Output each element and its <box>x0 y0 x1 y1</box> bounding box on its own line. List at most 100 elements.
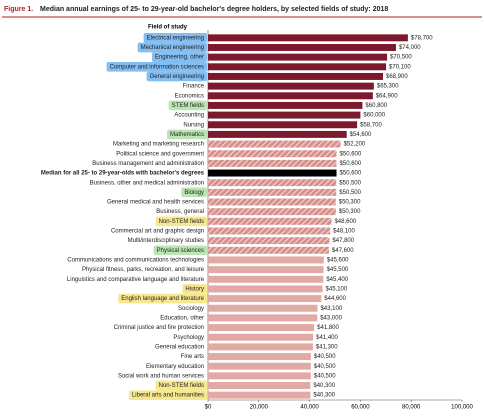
value-label: $47,800 <box>332 238 354 244</box>
label-highlight <box>106 61 207 72</box>
value-label: $50,300 <box>339 200 361 206</box>
bar <box>208 150 337 158</box>
category-label: Criminal justice and fire protection <box>114 325 204 331</box>
value-label: $40,300 <box>313 383 335 389</box>
x-tick-label: 60,000 <box>351 405 370 411</box>
label-highlight <box>118 293 208 304</box>
value-label: $45,400 <box>326 277 348 283</box>
category-label: Fine arts <box>181 354 204 360</box>
category-label: Liberal arts and humanities <box>132 393 204 399</box>
value-label: $44,600 <box>324 296 346 302</box>
category-label: Mechanical engineering <box>141 45 204 51</box>
bar <box>208 256 324 264</box>
category-label: Biology <box>184 190 204 196</box>
category-label: Median for all 25- to 29-year-olds with … <box>41 171 205 177</box>
x-tick-label: 40,000 <box>300 405 319 411</box>
category-label: Marketing and marketing research <box>113 142 204 148</box>
bar <box>208 324 315 332</box>
value-label: $47,600 <box>332 248 354 254</box>
category-label: Nursing <box>183 122 204 128</box>
category-label: Economics <box>175 93 204 99</box>
category-label: Accounting <box>174 113 204 119</box>
bar <box>208 227 331 235</box>
value-label: $45,600 <box>327 258 349 264</box>
value-label: $78,700 <box>411 35 433 41</box>
label-highlight <box>168 100 207 111</box>
category-label: Computer and information sciences <box>110 64 204 70</box>
value-label: $60,800 <box>365 103 387 109</box>
value-label: $74,000 <box>399 45 421 51</box>
value-label: $48,100 <box>333 229 355 235</box>
bar <box>208 266 324 274</box>
category-label: Business management and administration <box>92 161 204 167</box>
bar <box>208 333 314 341</box>
value-label: $58,700 <box>360 122 382 128</box>
value-label: $50,500 <box>339 190 361 196</box>
category-label: Finance <box>183 84 205 90</box>
bar <box>208 92 373 100</box>
bar <box>208 391 311 399</box>
value-label: $50,300 <box>339 209 361 215</box>
bar <box>208 130 347 138</box>
category-label: Physical fitness, parks, recreation, and… <box>82 267 205 273</box>
bar <box>208 140 341 148</box>
bar <box>208 237 330 245</box>
category-label: Business, general <box>156 209 204 215</box>
value-label: $52,200 <box>344 142 366 148</box>
value-label: $70,100 <box>389 64 411 70</box>
value-label: $50,600 <box>340 151 362 157</box>
value-label: $41,800 <box>317 325 339 331</box>
bar <box>208 101 363 109</box>
bar <box>208 343 313 351</box>
label-highlight <box>181 187 207 198</box>
bar <box>208 304 318 312</box>
label-highlight <box>155 216 207 227</box>
category-label: Education, other <box>160 315 204 321</box>
value-label: $60,000 <box>363 113 385 119</box>
category-label: Mathematics <box>170 132 204 138</box>
category-label: General engineering <box>150 74 204 80</box>
bar <box>208 314 318 322</box>
category-label: Electrical engineering <box>147 35 204 41</box>
bar <box>208 72 384 80</box>
value-label: $41,300 <box>316 344 338 350</box>
category-label: Commercial art and graphic design <box>111 229 204 235</box>
category-label: History <box>185 287 204 293</box>
chart-title: Median annual earnings of 25- to 29-year… <box>40 6 388 13</box>
bar <box>208 82 374 90</box>
bar <box>208 121 358 129</box>
value-label: $68,900 <box>386 74 408 80</box>
category-label: Linguistics and comparative language and… <box>67 277 205 283</box>
bar <box>208 159 337 167</box>
x-tick-label: $0 <box>205 405 212 411</box>
value-label: $70,500 <box>390 55 412 61</box>
label-highlight <box>166 129 207 140</box>
value-label: $45,100 <box>326 287 348 293</box>
category-label: Elementary education <box>146 364 204 370</box>
category-label: Multi/interdisciplinary studies <box>128 238 204 244</box>
value-label: $64,900 <box>376 93 398 99</box>
value-label: $65,300 <box>377 84 399 90</box>
value-label: $40,500 <box>314 354 336 360</box>
bar <box>208 179 337 187</box>
value-label: $40,500 <box>314 373 336 379</box>
bar <box>208 275 324 283</box>
value-label: $54,600 <box>350 132 372 138</box>
value-label: $43,100 <box>320 306 342 312</box>
bar <box>208 285 323 293</box>
x-tick-label: 100,000 <box>451 405 473 411</box>
bar <box>208 53 388 61</box>
bar <box>208 44 396 51</box>
category-label: General medical and health services <box>107 200 204 206</box>
category-label: Business, other and medical administrati… <box>90 180 204 186</box>
value-label: $45,500 <box>327 267 349 273</box>
category-label: General education <box>155 344 204 350</box>
category-label: Communications and communications techno… <box>67 258 204 264</box>
bar <box>208 362 311 370</box>
category-label: STEM fields <box>172 103 204 109</box>
bar <box>208 188 337 196</box>
value-label: $50,500 <box>339 180 361 186</box>
x-tick-label: 80,000 <box>402 405 421 411</box>
bar <box>208 295 322 303</box>
